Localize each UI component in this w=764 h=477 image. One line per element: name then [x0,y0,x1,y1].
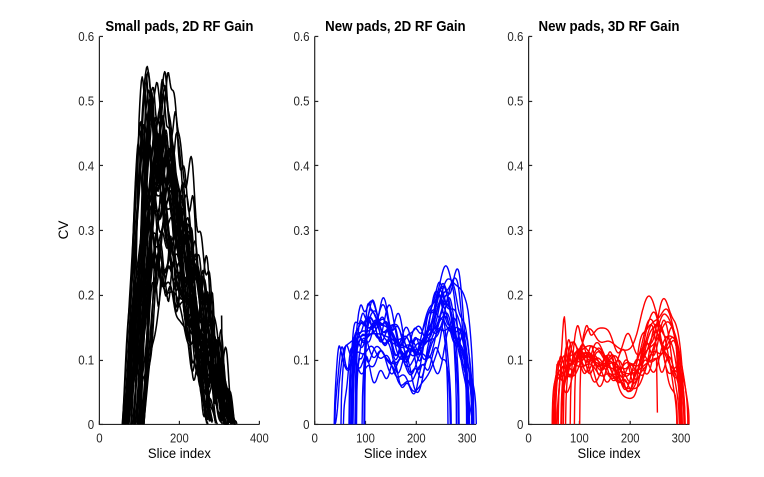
svg-text:200: 200 [170,430,189,445]
svg-text:0.2: 0.2 [507,288,523,303]
svg-text:0.5: 0.5 [294,94,310,109]
svg-text:300: 300 [458,430,477,445]
svg-text:100: 100 [356,430,375,445]
svg-text:0: 0 [96,430,102,445]
svg-text:400: 400 [250,430,269,445]
svg-text:0.1: 0.1 [507,352,523,367]
svg-text:0.2: 0.2 [294,288,310,303]
svg-text:0.4: 0.4 [507,158,523,173]
svg-text:Small pads, 2D RF Gain: Small pads, 2D RF Gain [105,19,253,35]
svg-text:0: 0 [525,430,531,445]
svg-text:0: 0 [312,430,318,445]
svg-text:0.4: 0.4 [78,158,94,173]
svg-text:Slice index: Slice index [578,446,641,461]
svg-text:New pads, 3D RF Gain: New pads, 3D RF Gain [539,19,680,35]
svg-text:0.3: 0.3 [78,223,94,238]
svg-text:300: 300 [672,430,691,445]
svg-text:New pads, 2D RF Gain: New pads, 2D RF Gain [325,19,466,35]
svg-text:Slice index: Slice index [364,446,427,461]
svg-text:0.4: 0.4 [294,158,310,173]
svg-text:0.2: 0.2 [78,288,94,303]
svg-text:0.6: 0.6 [294,29,310,44]
svg-text:0.1: 0.1 [294,352,310,367]
svg-text:0.5: 0.5 [78,94,94,109]
svg-text:200: 200 [621,430,640,445]
svg-text:100: 100 [570,430,589,445]
svg-text:0.3: 0.3 [294,223,310,238]
svg-text:CV: CV [56,221,71,240]
svg-text:0.1: 0.1 [78,352,94,367]
svg-text:0: 0 [88,417,94,432]
svg-text:0: 0 [517,417,523,432]
svg-text:Slice index: Slice index [148,446,211,461]
svg-text:0.5: 0.5 [507,94,523,109]
svg-text:0: 0 [303,417,309,432]
svg-text:0.3: 0.3 [507,223,523,238]
svg-text:200: 200 [407,430,426,445]
svg-text:0.6: 0.6 [78,29,94,44]
svg-text:0.6: 0.6 [507,29,523,44]
